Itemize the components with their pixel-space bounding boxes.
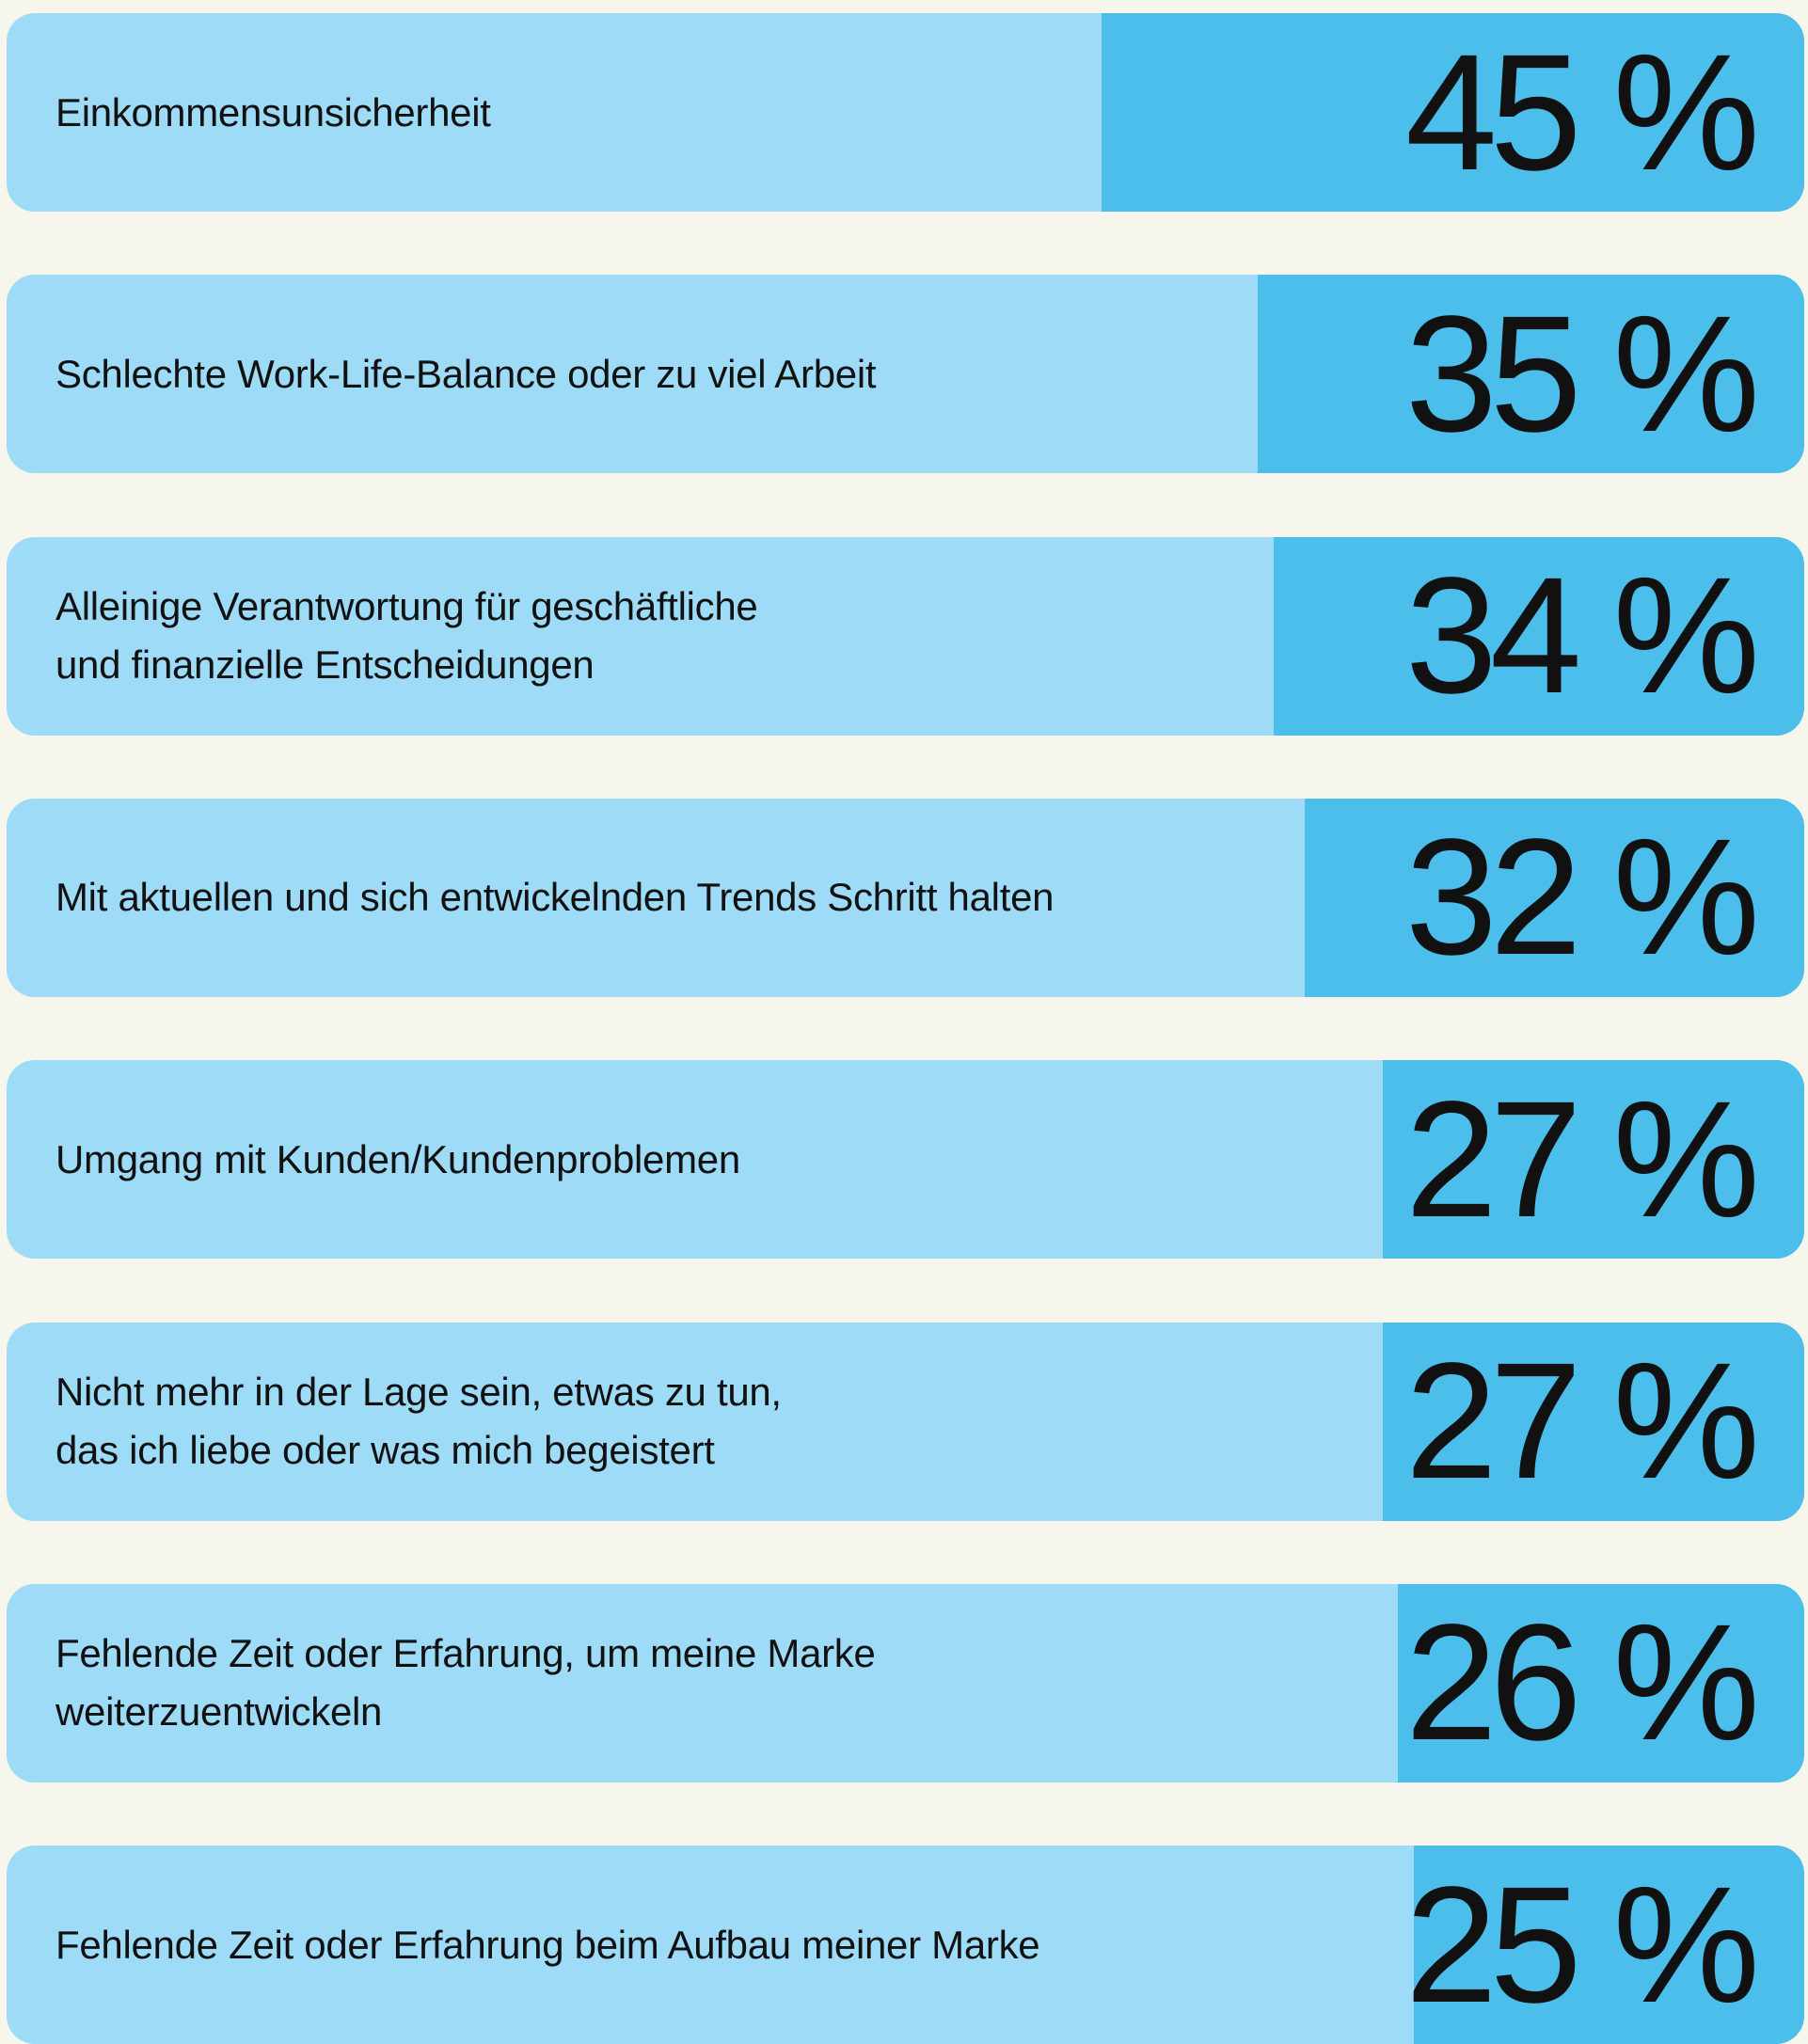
bar <box>1102 13 1804 212</box>
category-label: Nicht mehr in der Lage sein, etwas zu tu… <box>56 1370 782 1472</box>
category-label: Mit aktuellen und sich entwickelnden Tre… <box>56 875 1055 920</box>
value-label: 26 % <box>1404 1591 1760 1776</box>
value-label: 27 % <box>1404 1329 1760 1513</box>
bar-track: Einkommensunsicherheit 45 % <box>7 13 1804 212</box>
bar-track: Fehlende Zeit oder Erfahrung beim Aufbau… <box>7 1846 1804 2044</box>
bar <box>1382 1060 1804 1260</box>
value-label: 35 % <box>1404 281 1760 467</box>
value-label: 34 % <box>1404 544 1760 729</box>
value-label: 25 % <box>1404 1852 1760 2037</box>
bar-track: Schlechte Work-Life-Balance oder zu viel… <box>7 275 1804 474</box>
bar <box>1382 1322 1804 1521</box>
bar-track: Umgang mit Kunden/Kundenproblemen 27 % <box>7 1060 1804 1260</box>
bar-track: Mit aktuellen und sich entwickelnden Tre… <box>7 798 1804 997</box>
bar <box>1304 798 1804 997</box>
bar <box>1414 1846 1804 2044</box>
category-label: Einkommensunsicherheit <box>56 89 491 135</box>
value-label: 27 % <box>1404 1067 1760 1252</box>
bar-track: Alleinige Verantwortung für geschäftlich… <box>7 536 1804 736</box>
value-label: 45 % <box>1404 20 1760 205</box>
category-label: Schlechte Work-Life-Balance oder zu viel… <box>56 351 877 396</box>
category-label: Fehlende Zeit oder Erfahrung beim Aufbau… <box>56 1922 1040 1967</box>
category-label: Alleinige Verantwortung für geschäftlich… <box>56 584 758 688</box>
category-label: Fehlende Zeit oder Erfahrung, um meine M… <box>56 1631 876 1735</box>
category-label: Umgang mit Kunden/Kundenproblemen <box>56 1136 740 1181</box>
bar <box>1273 536 1804 736</box>
bar <box>1258 275 1804 474</box>
bar-track: Nicht mehr in der Lage sein, etwas zu tu… <box>7 1322 1804 1521</box>
bar-track: Fehlende Zeit oder Erfahrung, um meine M… <box>7 1583 1804 1783</box>
value-label: 32 % <box>1404 805 1760 990</box>
bar <box>1398 1583 1804 1783</box>
